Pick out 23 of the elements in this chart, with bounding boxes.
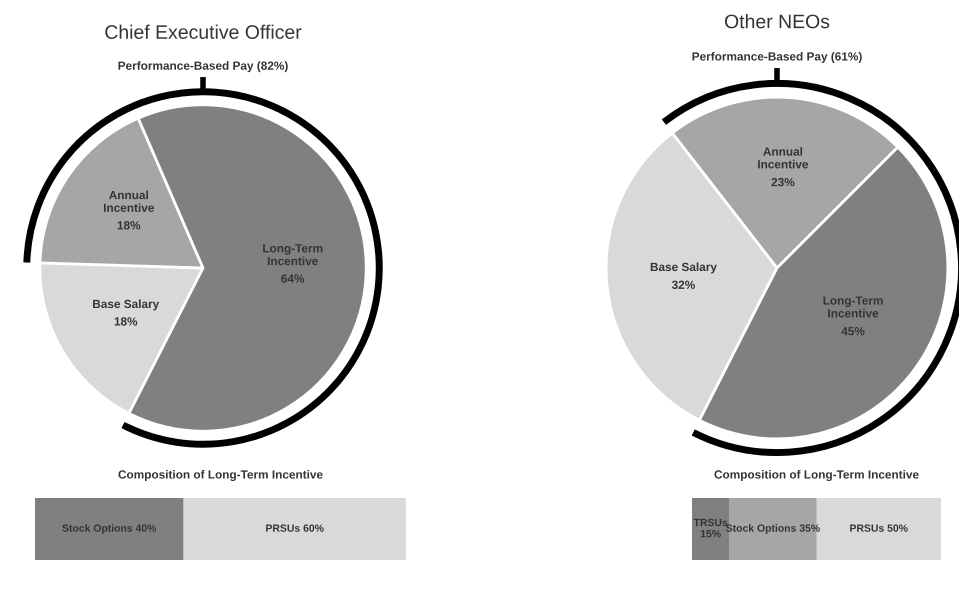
text: Performance-Based Pay (82%) xyxy=(118,61,288,72)
chart-title: Chief Executive Officer xyxy=(105,24,302,39)
slice-label: Base Salary xyxy=(650,262,717,274)
data-label: 23% xyxy=(771,178,794,186)
data-label: TRSUs 15% xyxy=(694,518,728,538)
data-label: Stock Options 40% xyxy=(62,524,156,534)
data-label: 18% xyxy=(118,221,140,230)
data-label: 32% xyxy=(672,280,695,289)
data-label: PRSUs 50% xyxy=(850,524,908,532)
slice-label: Long-Term Incentive xyxy=(823,296,883,318)
slice-label: Annual Incentive xyxy=(104,190,154,212)
chart-title: Composition of Long-Term Incentive xyxy=(714,470,919,482)
slice-label: Long-Term Incentive xyxy=(263,244,322,266)
data-label: 64% xyxy=(281,274,304,283)
slice-label: Base Salary xyxy=(93,299,160,310)
chart-title: Other NEOs xyxy=(724,14,830,28)
chart-title: Composition of Long-Term Incentive xyxy=(118,470,323,482)
slice-label: Annual Incentive xyxy=(758,147,808,168)
data-label: PRSUs 60% xyxy=(266,524,324,532)
data-label: 45% xyxy=(841,327,865,336)
data-label: Stock Options 35% xyxy=(726,524,820,534)
data-label: 18% xyxy=(114,317,138,326)
text: Performance-Based Pay (61%) xyxy=(692,52,862,63)
